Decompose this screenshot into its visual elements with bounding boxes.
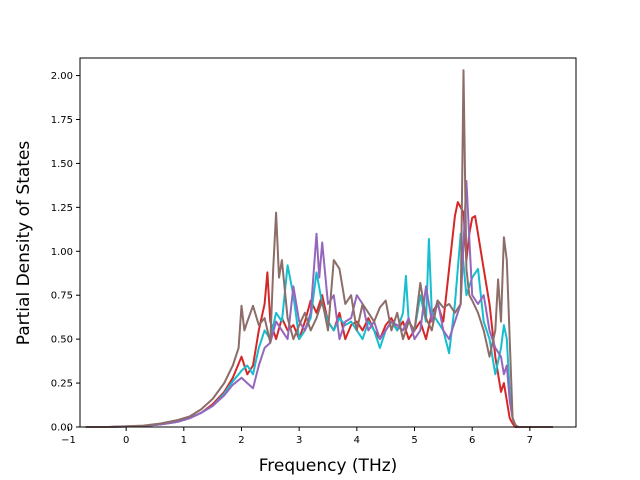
x-tick-label: 6 bbox=[469, 435, 475, 446]
y-tick-label: 1.00 bbox=[51, 247, 73, 258]
y-tick-label: 0.25 bbox=[51, 379, 73, 390]
x-tick-label: 7 bbox=[527, 435, 533, 446]
x-tick-label: 4 bbox=[354, 435, 360, 446]
y-axis-label: Partial Density of States bbox=[14, 141, 34, 346]
y-tick-label: 1.50 bbox=[51, 159, 73, 170]
y-tick-label: 1.25 bbox=[51, 203, 73, 214]
y-tick-label: 2.00 bbox=[51, 71, 73, 82]
series-line-3 bbox=[85, 180, 553, 428]
plot-frame bbox=[79, 57, 577, 428]
x-tick-label: 2 bbox=[238, 435, 244, 446]
y-axis-ticks: 0.00 0.25 0.50 0.75 1.00 1.25 1.50 1.75 2.00 bbox=[51, 71, 80, 434]
x-tick-label: 3 bbox=[296, 435, 302, 446]
series-line-2 bbox=[85, 232, 553, 428]
plot-lines bbox=[85, 69, 553, 428]
y-tick-label: 0.50 bbox=[51, 335, 73, 346]
y-tick-label: 1.75 bbox=[51, 115, 73, 126]
series-line-4 bbox=[85, 69, 553, 428]
x-tick-label: 0 bbox=[123, 435, 129, 446]
x-axis-label: Frequency (THz) bbox=[259, 456, 398, 476]
x-tick-label: 5 bbox=[411, 435, 417, 446]
y-tick-label: 0.75 bbox=[51, 291, 73, 302]
x-tick-label: −1 bbox=[61, 435, 76, 446]
x-axis-ticks: −1 0 1 2 3 4 5 6 7 bbox=[61, 427, 533, 446]
y-tick-label: 0.00 bbox=[51, 423, 73, 434]
x-tick-label: 1 bbox=[181, 435, 187, 446]
